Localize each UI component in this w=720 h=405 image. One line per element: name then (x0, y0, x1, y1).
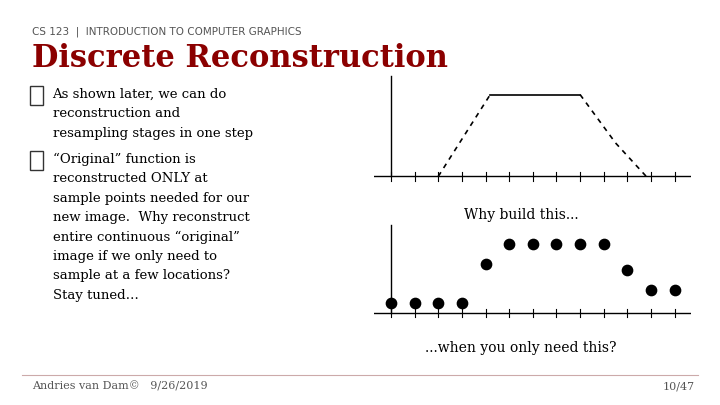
Text: 10/47: 10/47 (662, 382, 695, 392)
Point (480, 261, 491, 267)
Text: sample at a few locations?: sample at a few locations? (53, 269, 230, 282)
Text: “Original” function is: “Original” function is (53, 153, 195, 166)
Text: new image.  Why reconstruct: new image. Why reconstruct (53, 211, 249, 224)
Point (503, 241, 515, 247)
Text: resampling stages in one step: resampling stages in one step (53, 127, 253, 140)
Text: reconstructed ONLY at: reconstructed ONLY at (53, 172, 207, 185)
Point (456, 300, 467, 307)
Text: sample points needed for our: sample points needed for our (53, 192, 248, 205)
Point (575, 241, 586, 247)
Text: CS 123  |  INTRODUCTION TO COMPUTER GRAPHICS: CS 123 | INTRODUCTION TO COMPUTER GRAPHI… (32, 26, 302, 37)
Point (433, 300, 444, 307)
Point (551, 241, 562, 247)
Point (385, 300, 397, 307)
Text: ...when you only need this?: ...when you only need this? (426, 341, 617, 355)
Text: image if we only need to: image if we only need to (53, 250, 217, 263)
Point (645, 287, 657, 293)
Text: entire continuous “original”: entire continuous “original” (53, 230, 240, 244)
Point (598, 241, 610, 247)
Text: reconstruction and: reconstruction and (53, 107, 180, 120)
Text: Why build this...: Why build this... (464, 208, 578, 222)
Text: As shown later, we can do: As shown later, we can do (53, 88, 227, 101)
Text: Stay tuned…: Stay tuned… (53, 289, 138, 302)
Point (621, 267, 633, 274)
Text: Discrete Reconstruction: Discrete Reconstruction (32, 43, 449, 74)
Point (669, 287, 680, 293)
Point (409, 300, 420, 307)
Text: Andries van Dam©   9/26/2019: Andries van Dam© 9/26/2019 (32, 382, 208, 392)
Point (527, 241, 539, 247)
